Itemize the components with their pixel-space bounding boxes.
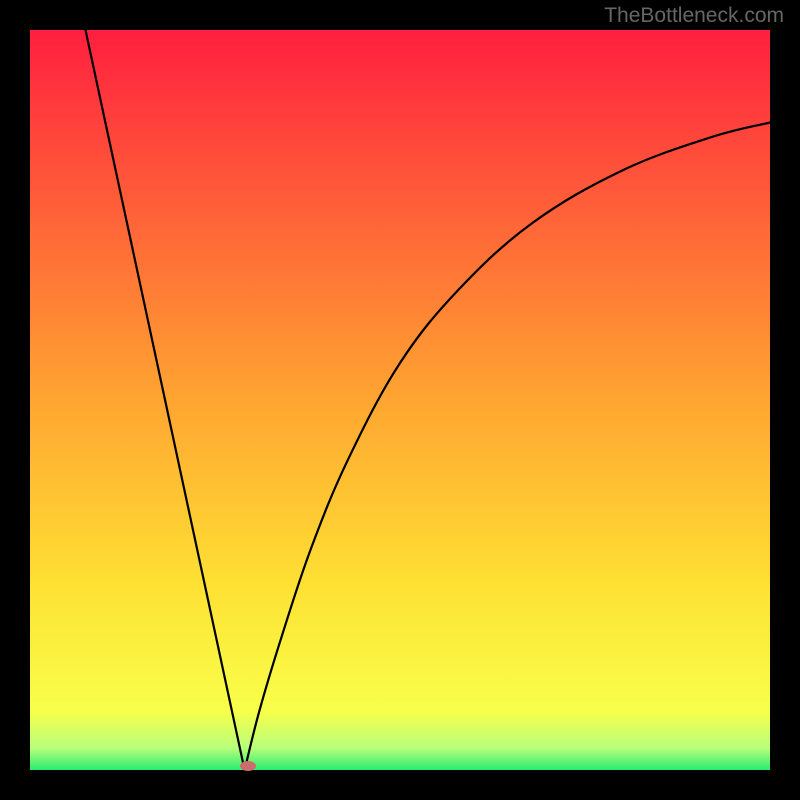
plot-area xyxy=(30,30,770,770)
bottleneck-curve xyxy=(86,30,771,770)
minimum-marker xyxy=(240,761,256,771)
curve-svg xyxy=(30,30,770,770)
watermark-text: TheBottleneck.com xyxy=(604,4,784,28)
